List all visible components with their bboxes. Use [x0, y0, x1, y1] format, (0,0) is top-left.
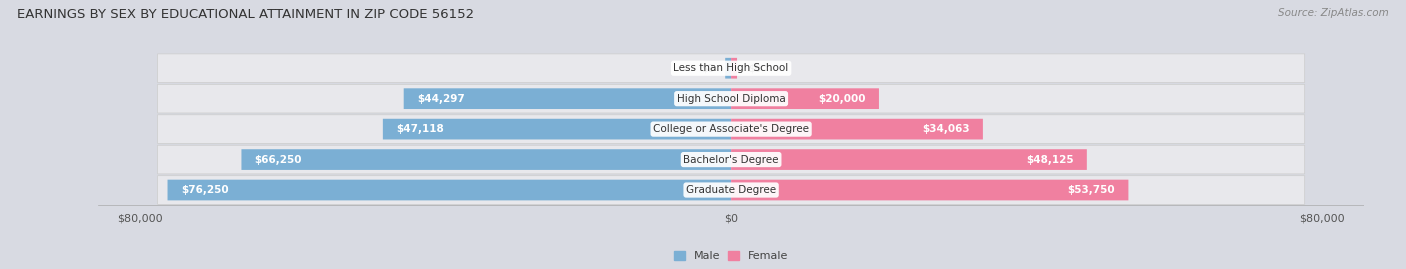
FancyBboxPatch shape	[157, 176, 1305, 204]
FancyBboxPatch shape	[157, 145, 1305, 174]
Text: Graduate Degree: Graduate Degree	[686, 185, 776, 195]
FancyBboxPatch shape	[242, 149, 731, 170]
FancyBboxPatch shape	[157, 115, 1305, 143]
FancyBboxPatch shape	[731, 119, 983, 139]
FancyBboxPatch shape	[731, 149, 1087, 170]
FancyBboxPatch shape	[731, 180, 1129, 200]
Text: $44,297: $44,297	[418, 94, 465, 104]
Text: $76,250: $76,250	[181, 185, 228, 195]
FancyBboxPatch shape	[731, 58, 737, 79]
Text: $53,750: $53,750	[1067, 185, 1115, 195]
Text: Source: ZipAtlas.com: Source: ZipAtlas.com	[1278, 8, 1389, 18]
Text: $66,250: $66,250	[254, 155, 302, 165]
Text: $48,125: $48,125	[1026, 155, 1074, 165]
FancyBboxPatch shape	[382, 119, 731, 139]
Text: EARNINGS BY SEX BY EDUCATIONAL ATTAINMENT IN ZIP CODE 56152: EARNINGS BY SEX BY EDUCATIONAL ATTAINMEN…	[17, 8, 474, 21]
Text: $20,000: $20,000	[818, 94, 866, 104]
Text: $0: $0	[702, 63, 714, 73]
Text: $34,063: $34,063	[922, 124, 970, 134]
Text: $0: $0	[748, 63, 761, 73]
FancyBboxPatch shape	[157, 84, 1305, 113]
Text: High School Diploma: High School Diploma	[676, 94, 786, 104]
Text: $47,118: $47,118	[396, 124, 444, 134]
Text: Bachelor's Degree: Bachelor's Degree	[683, 155, 779, 165]
FancyBboxPatch shape	[731, 88, 879, 109]
FancyBboxPatch shape	[725, 58, 731, 79]
FancyBboxPatch shape	[167, 180, 731, 200]
FancyBboxPatch shape	[404, 88, 731, 109]
Text: Less than High School: Less than High School	[673, 63, 789, 73]
Text: College or Associate's Degree: College or Associate's Degree	[654, 124, 808, 134]
Legend: Male, Female: Male, Female	[669, 246, 793, 266]
FancyBboxPatch shape	[157, 54, 1305, 83]
